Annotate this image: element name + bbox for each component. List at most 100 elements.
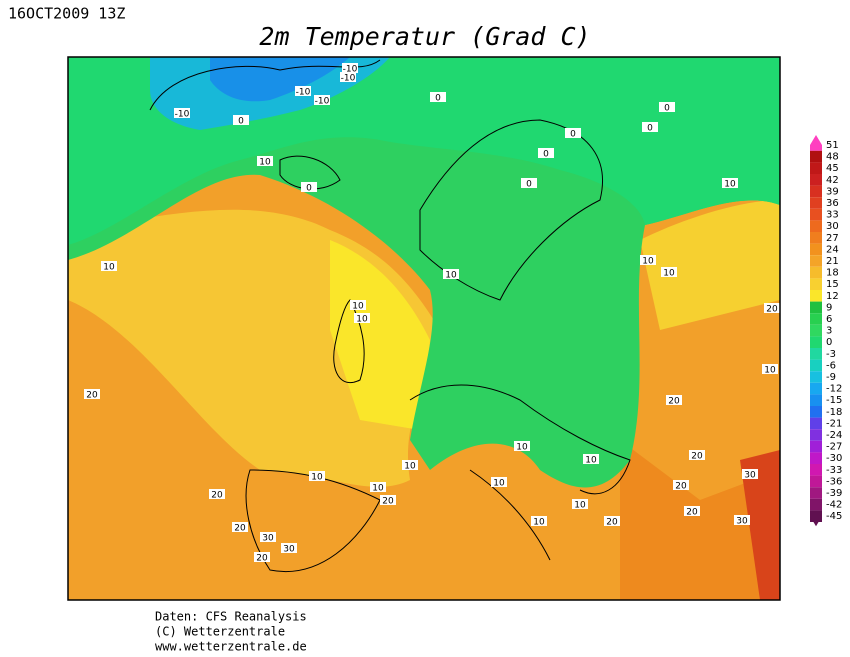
colorbar-cell: [810, 290, 822, 302]
colorbar-label: 33: [826, 210, 839, 221]
contour-label: 0: [647, 124, 653, 134]
date: 16OCT2009 13Z: [8, 5, 125, 23]
colorbar-cell: [810, 464, 822, 476]
contour-label: 30: [744, 471, 756, 481]
contour-label: 10: [404, 462, 416, 472]
hot-area: [620, 440, 780, 600]
colorbar-cell: [810, 324, 822, 337]
contour-label-bg: [666, 395, 682, 405]
contour-label-bg: [538, 148, 554, 158]
contour-label-bg: [684, 506, 700, 516]
contour-label: 20: [86, 391, 98, 401]
colorbar-cell: [810, 150, 822, 163]
colorbar-label: -33: [826, 465, 842, 476]
colorbar-label: -42: [826, 500, 842, 511]
colorbar-cell: [810, 440, 822, 453]
colorbar-label: -30: [826, 453, 842, 464]
colorbar-label: 42: [826, 175, 839, 186]
contour-label: 10: [764, 366, 776, 376]
contour-label: 0: [570, 130, 576, 140]
contour-label: 0: [435, 94, 441, 104]
colorbar-cell: [810, 208, 822, 221]
contour-label: -10: [175, 110, 190, 120]
colorbar-cell: [810, 371, 822, 383]
contour-label: 10: [724, 180, 736, 190]
contour-label-bg: [295, 86, 311, 96]
colorbar-cell: [810, 348, 822, 360]
colorbar-cell: [810, 382, 822, 395]
contour-label-bg: [689, 450, 705, 460]
colorbar-cell: [810, 498, 822, 511]
colorbar-cell: [810, 336, 822, 348]
contour-label-bg: [491, 477, 507, 487]
colorbar-label: -9: [826, 372, 836, 383]
contour-label-bg: [521, 178, 537, 188]
colorbar-label: -3: [826, 349, 836, 360]
colorbar-label: 30: [826, 221, 839, 232]
colorbar-cell: [810, 313, 822, 325]
map-frame: [67, 56, 781, 601]
contour-label: 10: [352, 302, 364, 312]
colorbar-cell: [810, 232, 822, 244]
colorbar-cell: [810, 359, 822, 372]
source: Daten: CFS Reanalysis: [155, 610, 307, 624]
colorbar-cell: [810, 220, 822, 232]
contour-label: 20: [211, 491, 223, 501]
contour-label-bg: [301, 182, 317, 192]
contour-label: 20: [256, 554, 268, 564]
colorbar-bottom-arrow: [810, 516, 822, 527]
contour-label-bg: [443, 269, 459, 279]
colorbar-label: 6: [826, 314, 832, 325]
contour-label-bg: [354, 313, 370, 323]
contour-label: 10: [259, 158, 271, 168]
url: www.wetterzentrale.de: [155, 640, 307, 654]
title: 2m Temperatur (Grad C): [259, 22, 590, 51]
colorbar-label: 9: [826, 302, 832, 313]
contour-label-bg: [642, 122, 658, 132]
colorbar-label: 21: [826, 256, 839, 267]
contour-label: 10: [516, 443, 528, 453]
contour-label-bg: [722, 178, 738, 188]
colorbar-cell: [810, 145, 822, 151]
contour-label: 20: [382, 497, 394, 507]
contour-label: 0: [526, 180, 532, 190]
contour-label-bg: [380, 495, 396, 505]
contour-label-bg: [659, 102, 675, 112]
colorbar-cell: [810, 197, 822, 209]
contour-label: 10: [311, 473, 323, 483]
colorbar-label: -24: [826, 430, 842, 441]
contour-label: 30: [736, 517, 748, 527]
contour-label: -10: [315, 97, 330, 107]
colorbar-label: 15: [826, 279, 839, 290]
contour-label: 10: [585, 456, 597, 466]
copyright: (C) Wetterzentrale: [155, 625, 285, 639]
colorbar-label: 48: [826, 152, 839, 163]
colorbar-label: 39: [826, 186, 839, 197]
contour-label-bg: [762, 364, 778, 374]
contour-label: 10: [445, 271, 457, 281]
colorbar-cell: [810, 417, 822, 430]
contour-label-bg: [232, 522, 248, 532]
contour-label: 20: [234, 524, 246, 534]
colorbar-label: -12: [826, 384, 842, 395]
contour-label: 20: [766, 305, 778, 315]
colorbar-cell: [810, 278, 822, 290]
colorbar-label: -18: [826, 407, 842, 418]
contour-label: 0: [306, 184, 312, 194]
contour-label-bg: [340, 72, 356, 82]
contour-label: 20: [691, 452, 703, 462]
colorbar-label: -21: [826, 418, 842, 429]
colorbar-cell: [810, 429, 822, 441]
colorbar-cell: [810, 174, 822, 186]
colorbar-cell: [810, 475, 822, 488]
colorbar-label: 24: [826, 244, 839, 255]
colorbar-cell: [810, 185, 822, 198]
contour-label-bg: [314, 95, 330, 105]
colorbar-label: -39: [826, 488, 842, 499]
colorbar-label: 51: [826, 140, 839, 151]
contour-label: 10: [493, 479, 505, 489]
contour-label-bg: [734, 515, 750, 525]
contour-label-bg: [84, 389, 100, 399]
contour-label: -10: [343, 65, 358, 75]
contour-label-bg: [254, 552, 270, 562]
